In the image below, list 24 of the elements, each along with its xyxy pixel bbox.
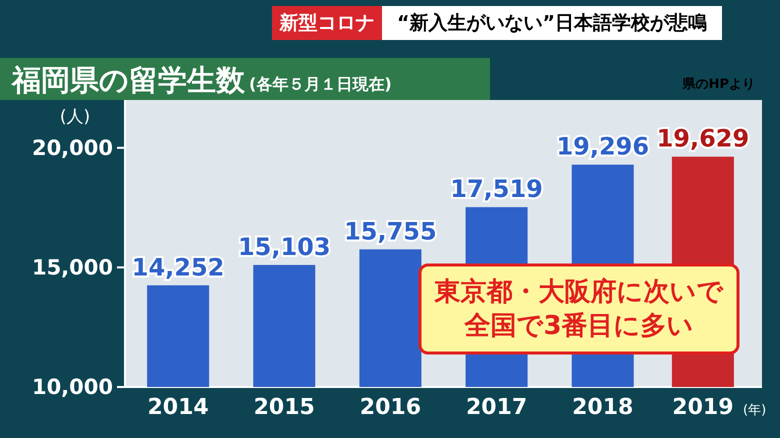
data-label: 15,755 xyxy=(344,217,437,246)
annotation: 全国で3番目に多い xyxy=(463,311,694,341)
text: 県のHPより xyxy=(682,77,755,92)
x-axis-title: (年) xyxy=(743,403,766,418)
y-tick-label: 15,000 xyxy=(32,255,113,280)
data-label: 19,296 xyxy=(556,132,650,161)
x-tick-label: 2015 xyxy=(254,395,315,420)
chart-title: 福岡県の留学生数 xyxy=(10,63,246,97)
data-label: 15,103 xyxy=(238,232,331,261)
data-label: 14,252 xyxy=(132,253,224,282)
x-tick-label: 2016 xyxy=(360,395,422,420)
data-label: 17,519 xyxy=(450,175,543,204)
data-label: 19,629 xyxy=(656,124,750,153)
x-tick-label: 2018 xyxy=(572,395,634,420)
y-tick-label: 20,000 xyxy=(32,136,113,160)
x-tick-label: 2014 xyxy=(147,395,209,420)
annotation: 東京都・大阪府に次いで xyxy=(434,277,724,307)
x-tick-label: 2017 xyxy=(466,395,528,420)
y-tick-label: 10,000 xyxy=(32,375,113,399)
text: 新型コロナ xyxy=(278,12,374,34)
x-tick-label: 2019 xyxy=(672,395,734,420)
text: “新入生がいない”日本語学校が悲鳴 xyxy=(397,12,707,34)
chart-subtitle: (各年５月１日現在) xyxy=(249,74,392,94)
y-axis-title: (人) xyxy=(60,107,90,127)
